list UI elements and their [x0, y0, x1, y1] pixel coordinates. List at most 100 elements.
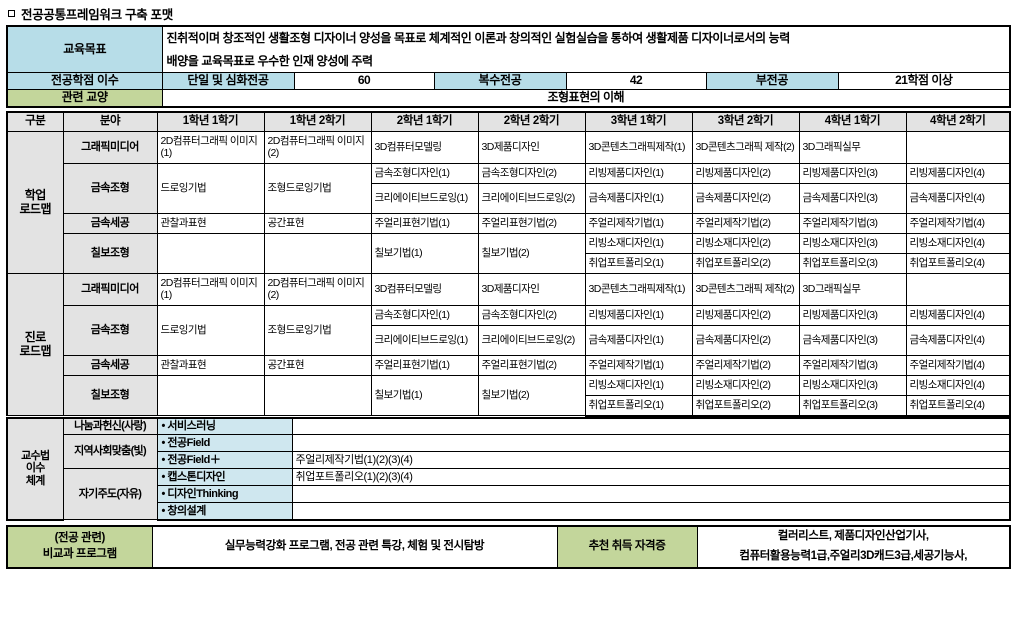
education-goal-text-line1: 진취적이며 창조적인 생활조형 디자이너 양성을 목표로 체계적인 이론과 창의… — [161, 25, 1012, 50]
roadmap-matrix-table: 구분 분야 1학년 1학기 1학년 2학기 2학년 1학기 2학년 2학기 3학… — [6, 110, 1011, 417]
field-label-metal-sculpture: 금속조형 — [62, 163, 158, 215]
teaching-method-table: 교수법 이수 체계 나눔과헌신(사랑) • 서비스러닝 지역사회맞춤(빛) • … — [6, 416, 1011, 521]
course-cell: 금속조형디자인(2) — [477, 305, 586, 327]
course-cell: 2D컴퓨터그래픽 이미지(1) — [156, 131, 265, 165]
course-cell: 리빙제품디자인(2) — [691, 163, 800, 185]
teaching-category-self-directed: 자기주도(자유) — [62, 468, 158, 521]
course-cell: 드로잉기법 — [156, 305, 265, 357]
teaching-row-major-field: 지역사회맞춤(빛) • 전공Field — [7, 434, 1011, 470]
header-y4s1: 4학년 1학기 — [798, 110, 907, 133]
course-cell: 주얼리표현기법(1) — [370, 355, 479, 377]
table-row: 취업포트폴리오(1) 취업포트폴리오(2) 취업포트폴리오(3) 취업포트폴리오… — [7, 395, 1011, 417]
course-cell — [156, 375, 265, 417]
teaching-row-creative-design: • 창의설계 — [7, 502, 1011, 521]
course-cell: 3D콘텐츠그래픽 제작(2) — [691, 273, 800, 307]
major-credits-row: 전공학점 이수 단일 및 심화전공 60 복수전공 42 부전공 21학점 이상 — [6, 72, 1012, 90]
course-cell: 칠보기법(1) — [370, 375, 479, 417]
course-cell: 리빙제품디자인(3) — [798, 305, 907, 327]
credit-type-double-label: 복수전공 — [433, 72, 567, 90]
teaching-category-community: 지역사회맞춤(빛) — [62, 434, 158, 470]
table-row: 칠보조형 칠보기법(1) 칠보기법(2) 리빙소재디자인(1) 리빙소재디자인(… — [7, 233, 1011, 275]
certification-value-line1: 컬러리스트, 제품디자인산업기사, — [696, 524, 1011, 547]
course-cell: 취업포트폴리오(4) — [905, 395, 1011, 417]
course-cell: 리빙제품디자인(2) — [691, 305, 800, 327]
course-cell: 취업포트폴리오(2) — [691, 395, 800, 417]
page-title-text: 전공공통프레임워크 구축 포맷 — [21, 7, 173, 22]
course-cell: 리빙제품디자인(4) — [905, 163, 1011, 185]
credit-type-single-label: 단일 및 심화전공 — [161, 72, 295, 90]
noncurricular-program-value: 실무능력강화 프로그램, 전공 관련 특강, 체험 및 전시탐방 — [151, 524, 558, 569]
course-cell: 리빙소재디자인(4) — [905, 375, 1011, 397]
course-cell: 리빙소재디자인(3) — [798, 375, 907, 397]
course-cell: 리빙제품디자인(4) — [905, 305, 1011, 327]
teaching-item-value: 취업포트폴리오(1)(2)(3)(4) — [291, 468, 1011, 487]
noncurricular-program-label-line1: (전공 관련) — [54, 532, 106, 545]
course-cell: 드로잉기법 — [156, 163, 265, 215]
table-row: 금속조형 드로잉기법 조형드로잉기법 금속조형디자인(1) 금속조형디자인(2)… — [7, 163, 1011, 215]
course-cell: 주얼리제작기법(2) — [691, 213, 800, 235]
education-goal-row: 교육목표 진취적이며 창조적인 생활조형 디자이너 양성을 목표로 체계적인 이… — [6, 25, 1012, 74]
course-cell: 주얼리제작기법(4) — [905, 355, 1011, 377]
course-cell: 2D컴퓨터그래픽 이미지(1) — [156, 273, 265, 307]
table-row: 크리에이티브드로잉(1) 크리에이티브드로잉(2) 금속제품디자인(1) 금속제… — [7, 325, 1011, 357]
teaching-item-value — [291, 416, 1011, 436]
course-cell: 3D콘텐츠그래픽 제작(2) — [691, 131, 800, 165]
header-y4s2: 4학년 2학기 — [905, 110, 1011, 133]
course-cell: 취업포트폴리오(3) — [798, 253, 907, 275]
group-label-career: 진로 로드맵 — [6, 273, 64, 417]
course-cell: 크리에이티브드로잉(1) — [370, 183, 479, 215]
course-cell: 주얼리제작기법(4) — [905, 213, 1011, 235]
field-label-metal-craft: 금속세공 — [62, 355, 158, 377]
course-cell: 취업포트폴리오(3) — [798, 395, 907, 417]
page-title: 전공공통프레임워크 구축 포맷 — [8, 5, 1009, 22]
course-cell: 공간표현 — [263, 213, 372, 235]
field-label-cloisonne: 칠보조형 — [62, 233, 158, 275]
course-cell: 관찰과표현 — [156, 355, 265, 377]
header-field: 분야 — [62, 110, 158, 133]
course-cell: 칠보기법(2) — [477, 233, 586, 275]
teaching-item-value — [291, 434, 1011, 453]
course-cell: 금속제품디자인(3) — [798, 325, 907, 357]
extracurricular-row-2: 컴퓨터활용능력1급,주얼리3D캐드3급,세공기능사, — [7, 546, 1011, 569]
course-cell: 3D그래픽실무 — [798, 273, 907, 307]
field-label-graphic-media: 그래픽미디어 — [62, 131, 158, 165]
course-cell: 금속조형디자인(1) — [370, 305, 479, 327]
course-cell: 리빙제품디자인(1) — [584, 163, 693, 185]
field-label-cloisonne: 칠보조형 — [62, 375, 158, 417]
course-cell: 리빙제품디자인(1) — [584, 305, 693, 327]
table-row: 크리에이티브드로잉(1) 크리에이티브드로잉(2) 금속제품디자인(1) 금속제… — [7, 183, 1011, 215]
education-goal-label: 교육목표 — [6, 25, 163, 74]
course-cell: 관찰과표현 — [156, 213, 265, 235]
course-cell: 금속제품디자인(2) — [691, 325, 800, 357]
teaching-item-value: 주얼리제작기법(1)(2)(3)(4) — [291, 451, 1011, 470]
course-cell: 취업포트폴리오(4) — [905, 253, 1011, 275]
credit-type-single-value: 60 — [293, 72, 435, 90]
teaching-item-value — [291, 485, 1011, 504]
certification-value-line2: 컴퓨터활용능력1급,주얼리3D캐드3급,세공기능사, — [696, 546, 1011, 569]
course-cell — [905, 273, 1011, 307]
square-bullet-icon — [8, 9, 15, 17]
course-cell: 금속조형디자인(2) — [477, 163, 586, 185]
course-cell: 금속제품디자인(1) — [584, 325, 693, 357]
group-label-academic: 학업 로드맵 — [6, 131, 64, 275]
table-row: 진로 로드맵 그래픽미디어 2D컴퓨터그래픽 이미지(1) 2D컴퓨터그래픽 이… — [6, 273, 1011, 417]
header-y2s2: 2학년 2학기 — [477, 110, 586, 133]
teaching-item-label: • 서비스러닝 — [156, 416, 293, 436]
course-cell: 칠보기법(1) — [370, 233, 479, 275]
course-cell: 2D컴퓨터그래픽 이미지(2) — [263, 273, 372, 307]
course-cell: 크리에이티브드로잉(1) — [370, 325, 479, 357]
header-division: 구분 — [6, 110, 64, 133]
course-cell: 조형드로잉기법 — [263, 163, 372, 215]
extracurricular-row: (전공 관련) 비교과 프로그램 실무능력강화 프로그램, 전공 관련 특강, … — [6, 524, 1011, 569]
teaching-item-label: • 디자인Thinking — [156, 485, 293, 504]
course-cell: 크리에이티브드로잉(2) — [477, 325, 586, 357]
field-label-metal-sculpture: 금속조형 — [62, 305, 158, 357]
course-cell: 칠보기법(2) — [477, 375, 586, 417]
extracurricular-table: (전공 관련) 비교과 프로그램 실무능력강화 프로그램, 전공 관련 특강, … — [6, 524, 1011, 569]
course-cell: 리빙소재디자인(2) — [691, 233, 800, 255]
course-cell: 크리에이티브드로잉(2) — [477, 183, 586, 215]
liberal-arts-row: 관련 교양 조형표현의 이해 — [6, 88, 1012, 108]
course-cell: 3D콘텐츠그래픽제작(1) — [584, 273, 693, 307]
course-cell: 주얼리제작기법(2) — [691, 355, 800, 377]
